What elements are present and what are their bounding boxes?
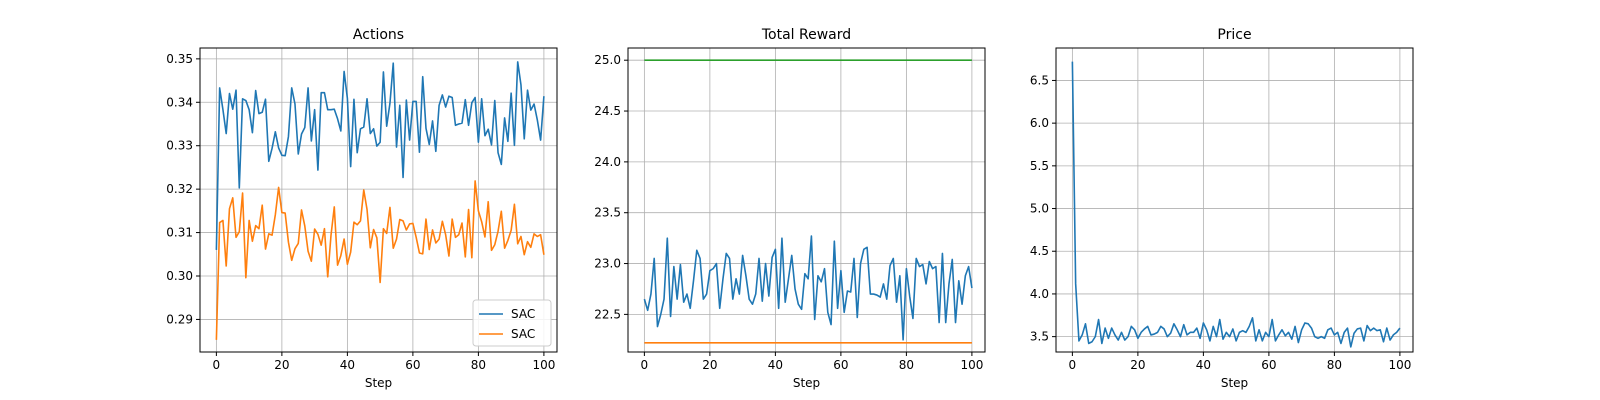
y-tick-label: 5.0 [1030,202,1049,216]
x-tick-label: 20 [702,358,717,372]
y-tick-label: 4.5 [1030,244,1049,258]
chart-title: Total Reward [761,27,851,43]
x-tick-label: 20 [274,358,289,372]
legend-label-1: SAC [511,327,535,341]
x-tick-label: 0 [213,358,221,372]
y-tick-label: 24.0 [594,155,621,169]
x-axis-label: Step [365,376,392,390]
x-axis-label: Step [1221,376,1248,390]
chart-panel-1: 0 20 40 60 80 100 22.5 23.0 23.5 24.0 24.5 25.0 Tota… [594,27,986,390]
legend-label-0: SAC [511,307,535,321]
x-tick-label: 0 [641,358,649,372]
y-tick-label: 0.31 [166,226,193,240]
chart-title: Price [1217,27,1251,43]
series-line-0 [1071,61,1401,348]
x-tick-label: 80 [471,358,486,372]
y-tick-label: 6.0 [1030,116,1049,130]
y-tick-label: 22.5 [594,307,621,321]
y-tick-label: 25.0 [594,53,621,67]
x-tick-label: 100 [532,358,555,372]
legend: SAC SAC [472,299,552,347]
x-tick-label: 60 [405,358,420,372]
y-tick-label: 0.35 [166,52,193,66]
series-line-0 [215,61,545,250]
y-tick-label: 0.34 [166,95,193,109]
y-tick-label: 0.33 [166,139,193,153]
plot-frame [1055,47,1414,353]
y-tick-label: 0.29 [166,312,193,326]
series-line-1 [215,180,545,340]
y-tick-label: 5.5 [1030,159,1049,173]
x-tick-label: 60 [833,358,848,372]
x-tick-label: 80 [1327,358,1342,372]
y-tick-label: 6.5 [1030,73,1049,87]
y-tick-label: 0.30 [166,269,193,283]
x-tick-label: 100 [960,358,983,372]
x-tick-label: 40 [768,358,783,372]
chart-panel-0: 0 20 40 60 80 100 0.29 0.30 0.31 0.32 0.33 0.34 0.35… [166,27,558,390]
plot-frame [199,47,558,353]
x-tick-label: 100 [1388,358,1411,372]
chart-title: Actions [353,27,404,43]
y-tick-label: 23.0 [594,257,621,271]
series-line-0 [643,235,973,341]
y-tick-label: 4.0 [1030,287,1049,301]
x-axis-label: Step [793,376,820,390]
y-tick-label: 24.5 [594,104,621,118]
x-tick-label: 20 [1130,358,1145,372]
x-tick-label: 60 [1261,358,1276,372]
plot-frame [627,47,986,353]
y-tick-label: 3.5 [1030,330,1049,344]
x-tick-label: 40 [340,358,355,372]
chart-panel-2: 0 20 40 60 80 100 3.5 4.0 4.5 5.0 5.5 6.0 6.5 Price St… [1030,27,1414,390]
x-tick-label: 80 [899,358,914,372]
x-tick-label: 0 [1069,358,1077,372]
y-tick-label: 0.32 [166,182,193,196]
y-tick-label: 23.5 [594,206,621,220]
x-tick-label: 40 [1196,358,1211,372]
